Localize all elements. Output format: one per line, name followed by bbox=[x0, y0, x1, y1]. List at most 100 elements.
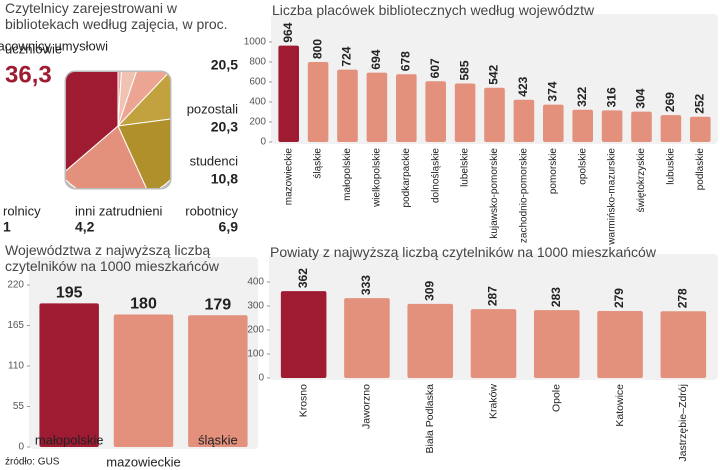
bar bbox=[543, 104, 564, 142]
bar bbox=[631, 111, 652, 142]
bar bbox=[513, 99, 535, 142]
bar bbox=[572, 109, 593, 142]
bar bbox=[188, 315, 248, 447]
x-tick-label: pomorskie bbox=[548, 148, 559, 195]
x-tick-label: Krosno bbox=[297, 384, 309, 417]
x-tick-label: Katowice bbox=[614, 384, 626, 427]
slice-label: pracownicy umysłowi bbox=[0, 38, 108, 53]
x-tick-label: Jaworzno bbox=[361, 384, 373, 429]
value-label: 800 bbox=[310, 39, 324, 59]
pie-slice bbox=[117, 115, 170, 188]
source: źródło: GUS bbox=[5, 457, 60, 468]
y-tick-label: 400 bbox=[249, 97, 266, 108]
value-label: 195 bbox=[56, 285, 83, 302]
bar bbox=[425, 81, 446, 142]
x-tick-label: Jastrzębie–Zdrój bbox=[677, 384, 689, 462]
bar bbox=[113, 314, 174, 447]
x-tick-label: dolnośląskie bbox=[430, 148, 441, 203]
bar bbox=[534, 310, 580, 378]
y-tick-label: 200 bbox=[249, 117, 266, 128]
x-tick-label: opolskie bbox=[577, 148, 588, 185]
chart-title: Liczba placówek bibliotecznych według wo… bbox=[272, 2, 595, 18]
slice-label: studenci bbox=[190, 153, 239, 168]
value-label: 423 bbox=[516, 76, 530, 96]
value-label: 542 bbox=[487, 64, 501, 84]
pie-slice bbox=[66, 125, 150, 188]
x-tick-label: Opole bbox=[551, 384, 563, 412]
x-tick-label: wielkopolskie bbox=[372, 148, 383, 208]
pie bbox=[66, 72, 170, 188]
x-tick-label: mazowieckie bbox=[106, 454, 180, 469]
y-tick-label: 0 bbox=[260, 137, 266, 148]
bar bbox=[366, 72, 388, 142]
bar bbox=[660, 115, 682, 142]
slice-value: 36,3 bbox=[5, 61, 52, 88]
slice-label: uczniowie bbox=[5, 41, 62, 56]
slice-value: 6,9 bbox=[219, 219, 239, 235]
value-label: 964 bbox=[281, 22, 295, 42]
bar bbox=[307, 62, 329, 142]
value-label: 180 bbox=[130, 296, 157, 313]
bar bbox=[470, 309, 517, 378]
slice-value: 1 bbox=[3, 219, 11, 235]
y-tick-label: 0 bbox=[18, 442, 24, 453]
pie-slice bbox=[66, 72, 119, 176]
bar bbox=[278, 45, 299, 142]
y-tick-label: 110 bbox=[8, 361, 24, 372]
bar bbox=[280, 291, 327, 378]
value-label: 724 bbox=[340, 46, 354, 66]
bar bbox=[601, 110, 623, 142]
y-tick-label: 600 bbox=[249, 77, 266, 88]
value-label: 283 bbox=[549, 287, 563, 307]
x-tick-label: podlaskie bbox=[695, 148, 706, 191]
x-tick-label: zachodnio-pomorskie bbox=[519, 148, 530, 243]
x-tick-label: śląskie bbox=[198, 432, 238, 447]
slice-value: 4,2 bbox=[75, 219, 95, 235]
y-tick-label: 1000 bbox=[244, 37, 267, 48]
slice-label: inni zatrudnieni bbox=[75, 203, 163, 218]
bar bbox=[39, 303, 99, 447]
bar bbox=[597, 311, 643, 378]
value-label: 179 bbox=[204, 296, 231, 313]
value-label: 607 bbox=[428, 58, 442, 78]
bar bbox=[344, 298, 390, 378]
y-tick-label: 400 bbox=[247, 277, 264, 288]
value-label: 316 bbox=[604, 87, 618, 107]
x-tick-label: warmińsko-mazurskie bbox=[607, 148, 618, 246]
y-tick-label: 800 bbox=[249, 57, 266, 68]
chart-title: Czytelnicy zarejestrowani w bibliotekach… bbox=[5, 0, 228, 32]
bar bbox=[690, 116, 711, 142]
x-tick-label: lubuskie bbox=[666, 148, 677, 185]
value-label: 322 bbox=[575, 86, 589, 106]
value-label: 585 bbox=[457, 60, 471, 80]
bar bbox=[660, 311, 707, 378]
value-label: 269 bbox=[663, 92, 677, 112]
value-label: 374 bbox=[545, 81, 559, 101]
value-label: 252 bbox=[692, 93, 706, 113]
x-tick-label: mazowieckie bbox=[283, 148, 294, 206]
x-tick-label: Biała Podlaska bbox=[424, 384, 436, 454]
chart-title: Województwa z najwyższą liczbą czytelnik… bbox=[5, 242, 219, 274]
y-tick-label: 55 bbox=[13, 401, 25, 412]
x-tick-label: lubelskie bbox=[460, 148, 471, 187]
y-tick-label: 165 bbox=[7, 320, 24, 331]
slice-label: rolnicy bbox=[3, 203, 41, 218]
value-label: 309 bbox=[422, 280, 436, 300]
slice-label: robotnicy bbox=[185, 203, 238, 218]
chart-title: Powiaty z najwyższą liczbą czytelników n… bbox=[270, 244, 656, 260]
value-label: 694 bbox=[369, 49, 383, 69]
x-tick-label: kujawsko-pomorskie bbox=[489, 148, 500, 239]
bar bbox=[454, 83, 476, 142]
bar bbox=[396, 74, 417, 142]
pie-slice bbox=[117, 72, 170, 127]
bar bbox=[484, 87, 505, 142]
x-tick-label: małopolskie bbox=[342, 148, 353, 201]
slice-label: pozostali bbox=[187, 101, 238, 116]
y-tick-label: 100 bbox=[247, 349, 264, 360]
y-tick-label: 220 bbox=[7, 280, 24, 291]
value-label: 362 bbox=[296, 268, 310, 288]
slice-value: 20,5 bbox=[211, 57, 238, 73]
bar bbox=[337, 69, 358, 142]
